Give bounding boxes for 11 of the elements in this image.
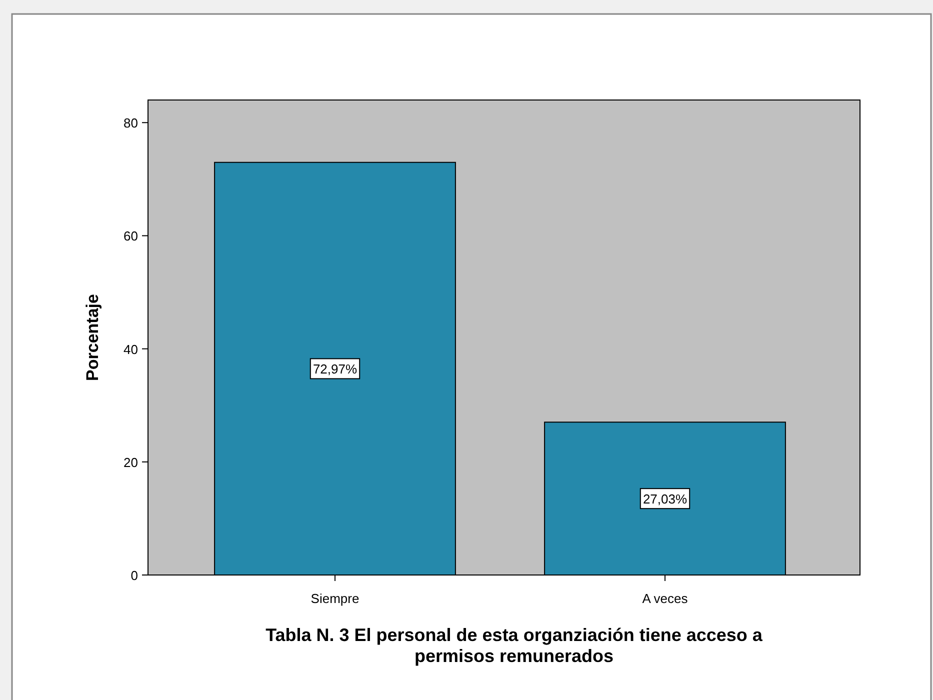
text: Tabla N. 3 El personal de esta organziación tiene acceso a permisos remunerados (266, 625, 764, 666)
x-tick-label: Siempre (310, 591, 360, 606)
data-label: 27,03% (642, 492, 688, 507)
y-tick-label: 20 (124, 454, 138, 470)
y-tick-label: 80 (124, 116, 138, 131)
y-tick-label: 40 (124, 342, 138, 357)
y-tick-label: 60 (124, 228, 138, 244)
y-axis-title: Porcentaje (83, 294, 102, 381)
x-tick-label: A veces (642, 591, 688, 606)
data-label: 72,97% (312, 362, 358, 377)
y-tick-label: 0 (130, 568, 138, 583)
